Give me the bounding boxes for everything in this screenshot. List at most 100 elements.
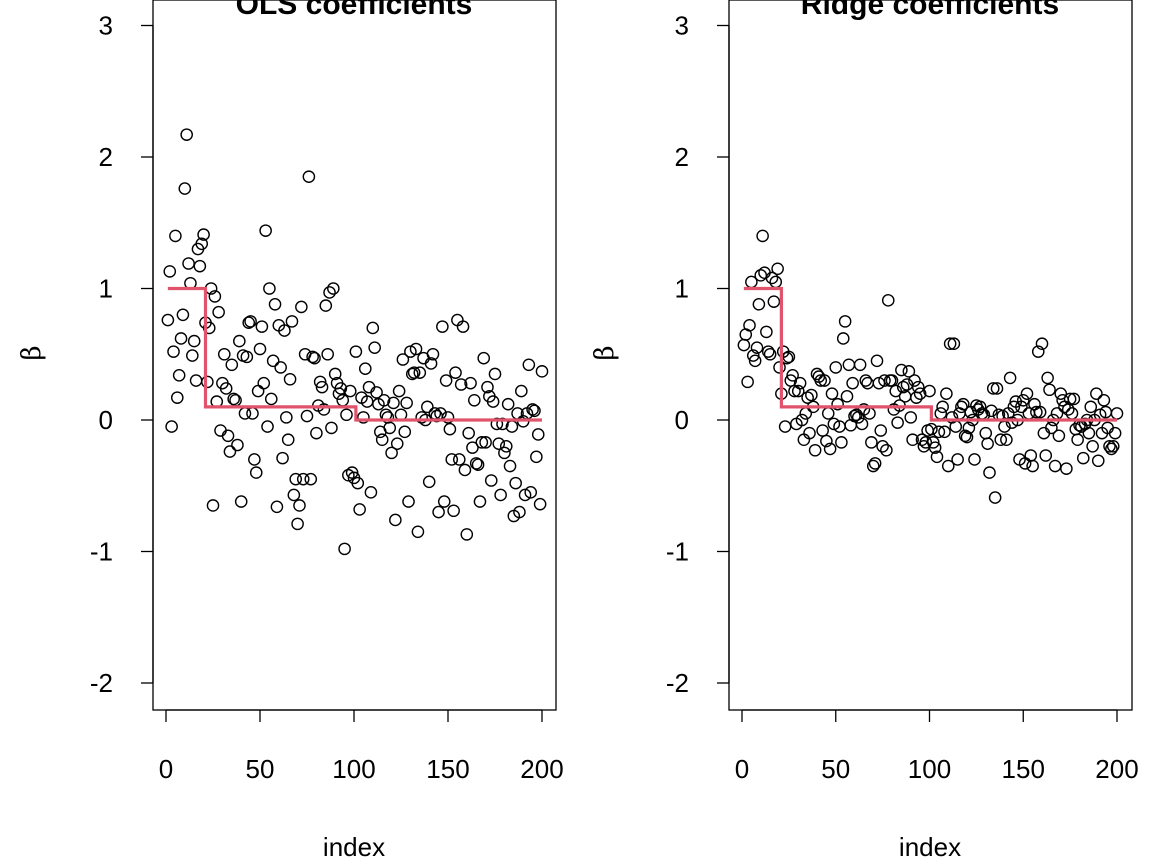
ridge-coefficient-point [835,436,848,449]
ols-coefficient-point [436,320,449,333]
ols-coefficient-point [300,409,314,423]
ols-coefficient-point [501,397,515,411]
ols-coefficient-point [462,426,475,440]
ols-coefficient-point [212,305,225,319]
ols-coefficient-point [167,345,180,358]
ols-coefficient-point [328,367,342,381]
ridge-coefficient-point [958,429,972,443]
ols-coefficient-point [197,228,210,241]
ridge-coefficient-point [773,361,786,374]
ridge-coefficient-point [1106,439,1120,453]
ridge-coefficient-point [951,453,964,466]
ols-coefficient-point [289,472,303,486]
ridge-x-tick-label: 100 [908,754,951,784]
ols-coefficient-point [342,468,355,482]
ols-coefficient-point [285,315,299,328]
ols-coefficient-point [270,500,284,514]
ridge-coefficient-point [895,363,908,377]
ridge-coefficient-point [808,443,822,457]
ridge-coefficient-point [1048,459,1062,473]
ridge-x-tick-label: 50 [821,754,850,784]
ols-coefficient-point [176,308,190,322]
ols-coefficient-point [261,420,274,433]
ridge-coefficient-point [949,420,963,433]
ols-coefficient-point [498,446,511,460]
ols-coefficient-point [195,237,209,251]
ols-coefficient-point [295,300,308,314]
ols-coefficient-point [321,347,334,361]
ridge-coefficient-point [1110,407,1124,420]
ols-coefficient-point [456,320,470,333]
ols-coefficient-point [189,374,203,387]
ridge-coefficient-point [911,380,925,394]
ols-coefficient-point [387,396,400,410]
ridge-coefficient-point [938,425,951,439]
ols-coefficient-point [287,488,301,502]
ols-coefficient-point [186,349,199,362]
ridge-coefficient-point [930,450,944,464]
ols-coefficient-point [475,436,489,449]
ridge-coefficient-point [827,417,841,431]
ridge-coefficient-point [988,491,1002,504]
ols-coefficient-point [169,229,182,243]
ridge-coefficient-point [878,374,891,387]
ols-coefficient-point [426,347,440,361]
ols-coefficient-point [225,358,239,372]
ols-true-beta-line [167,286,542,422]
ols-coefficient-point [251,384,265,398]
ols-coefficient-point [526,403,539,416]
ols-coefficient-point [375,433,389,447]
ols-coefficient-point [165,420,178,433]
ols-x-tick-label: 50 [246,754,275,784]
ridge-coefficient-point [985,404,998,418]
ols-coefficient-point [466,441,479,454]
ols-coefficient-point [364,486,378,499]
ridge-coefficient-point [968,453,981,466]
ridge-coefficient-point [1082,426,1096,440]
ridge-coefficient-point [994,433,1008,447]
ridge-coefficient-point [820,434,833,448]
ridge-coefficient-point [881,294,895,307]
ridge-coefficient-point [842,358,856,372]
ridge-coefficient-point [782,350,796,364]
ridge-plot-frame [728,0,1133,711]
ridge-coefficient-point [986,382,1000,395]
ols-coefficient-point [422,475,436,489]
ols-coefficient-point [362,380,376,394]
ridge-coefficient-point [1015,400,1028,414]
ridge-coefficient-point [855,417,869,431]
ridge-coefficient-point [1005,416,1019,429]
ols-coefficient-point [449,366,462,379]
ridge-coefficient-point [1084,400,1098,414]
ridge-x-tick-label: 200 [1095,754,1138,784]
ridge-coefficient-point [1063,392,1077,406]
ridge-coefficient-point [756,229,769,243]
ridge-coefficient-point [801,391,814,404]
ols-x-tick-label: 100 [332,754,375,784]
ols-coefficient-point [306,350,319,364]
ols-coefficient-point [486,395,500,408]
ridge-coefficient-point [795,413,809,427]
ridge-coefficient-point [767,295,781,308]
ols-coefficient-point [492,437,506,450]
ols-coefficient-point [217,347,231,361]
ridge-coefficient-point [737,338,751,352]
ols-coefficient-point [223,445,237,458]
ridge-coefficient-point [1071,433,1084,447]
ridge-coefficient-point [896,380,910,394]
ridge-coefficient-point [947,337,961,351]
ridge-coefficient-point [923,384,936,398]
ridge-coefficient-point [743,319,756,332]
ols-coefficient-point [308,351,321,365]
ridge-y-tick-label: 1 [675,274,689,304]
ols-coefficient-point [349,345,363,358]
ols-coefficient-point [524,486,538,499]
ols-coefficient-point [340,408,353,422]
ridge-coefficient-point [981,437,994,450]
ridge-coefficient-point [1103,439,1116,453]
ridge-coefficient-point [823,442,837,456]
ols-coefficient-point [533,497,547,511]
ols-coefficient-point [338,542,351,556]
ols-coefficient-point [443,422,457,436]
ridge-coefficient-point [771,262,784,276]
